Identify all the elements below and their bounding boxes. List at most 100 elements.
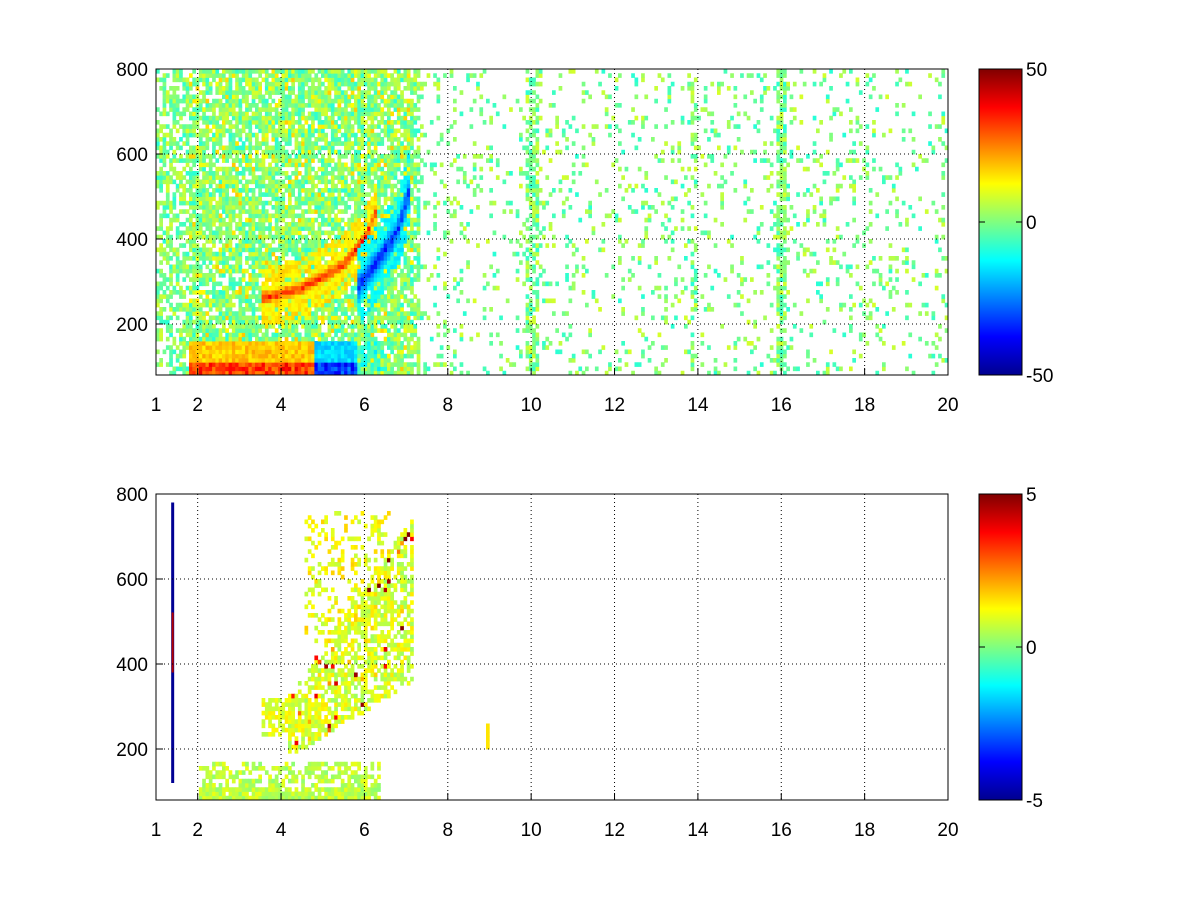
heatmap-cell (301, 141, 305, 146)
heatmap-cell (297, 98, 302, 104)
heatmap-cell (354, 141, 358, 146)
heatmap-cell (400, 183, 404, 189)
heatmap-cell (423, 200, 427, 206)
heatmap-cell (195, 149, 200, 155)
heatmap-cell (192, 247, 196, 253)
heatmap-cell (179, 158, 183, 163)
heatmap-cell (248, 107, 253, 112)
heatmap-cell (228, 145, 233, 151)
heatmap-cell (258, 111, 262, 117)
heatmap-cell (304, 315, 309, 321)
heatmap-cell (218, 137, 223, 142)
heatmap-cell (519, 349, 523, 355)
heatmap-cell (410, 243, 414, 248)
heatmap-cell (228, 273, 233, 278)
heatmap-cell (218, 200, 223, 206)
heatmap-cell (225, 243, 229, 248)
heatmap-cell (268, 188, 272, 193)
heatmap-cell (360, 332, 365, 338)
heatmap-cell (231, 73, 236, 78)
heatmap-cell (291, 345, 295, 350)
heatmap-cell (314, 349, 319, 355)
heatmap-cell (443, 230, 447, 236)
heatmap-cell (304, 175, 309, 180)
heatmap-cell (307, 298, 312, 304)
heatmap-cell (235, 370, 239, 375)
heatmap-cell (205, 154, 210, 159)
heatmap-cell (367, 260, 371, 265)
heatmap-cell (406, 69, 411, 74)
heatmap-cell (175, 213, 180, 219)
heatmap-cell (228, 239, 233, 244)
heatmap-cell (301, 247, 305, 253)
heatmap-cell (406, 217, 411, 223)
heatmap-cell (189, 73, 193, 78)
heatmap-cell (169, 353, 173, 359)
heatmap-cell (208, 307, 213, 312)
heatmap-cell (301, 222, 305, 227)
heatmap-cell (208, 362, 213, 367)
heatmap-cell (205, 69, 210, 74)
heatmap-cell (380, 128, 385, 134)
heatmap-cell (324, 69, 328, 74)
heatmap-cell (390, 145, 394, 151)
heatmap-cell (251, 90, 256, 95)
heatmap-cell (231, 132, 236, 138)
heatmap-cell (264, 264, 269, 270)
heatmap-cell (255, 362, 259, 367)
heatmap-cell (370, 149, 375, 155)
heatmap-cell (172, 213, 177, 219)
heatmap-cell (251, 230, 256, 236)
heatmap-cell (337, 154, 342, 159)
heatmap-cell (294, 162, 299, 168)
heatmap-cell (396, 137, 401, 142)
heatmap-cell (288, 319, 292, 325)
heatmap-cell (311, 175, 315, 180)
heatmap-cell (208, 90, 213, 95)
heatmap-cell (528, 188, 533, 193)
heatmap-cell (245, 294, 249, 299)
heatmap-cell (406, 298, 411, 304)
heatmap-cell (205, 222, 210, 227)
heatmap-cell (337, 73, 342, 78)
heatmap-cell (304, 94, 309, 100)
heatmap-cell (255, 336, 259, 342)
heatmap-cell (354, 188, 358, 193)
heatmap-cell (162, 171, 167, 176)
heatmap-cell (278, 324, 282, 329)
heatmap-cell (215, 137, 220, 142)
heatmap-cell (344, 128, 348, 134)
heatmap-cell (370, 264, 375, 270)
heatmap-cell (278, 154, 282, 159)
heatmap-cell (317, 81, 322, 87)
heatmap-cell (288, 69, 292, 74)
heatmap-cell (271, 128, 276, 134)
heatmap-cell (311, 103, 315, 108)
heatmap-cell (354, 370, 358, 375)
heatmap-cell (330, 230, 335, 236)
heatmap-cell (515, 277, 520, 282)
heatmap-cell (459, 324, 464, 329)
heatmap-cell (202, 328, 206, 333)
heatmap-cell (255, 154, 259, 159)
heatmap-cell (222, 196, 226, 202)
heatmap-cell (198, 290, 203, 295)
heatmap-cell (334, 307, 338, 312)
heatmap-cell (185, 370, 190, 375)
heatmap-cell (156, 336, 160, 342)
heatmap-cell (297, 311, 302, 316)
heatmap-cell (278, 370, 282, 375)
heatmap-cell (367, 222, 371, 227)
heatmap-cell (245, 158, 249, 163)
heatmap-cell (476, 183, 480, 189)
heatmap-cell (169, 349, 173, 355)
heatmap-cell (337, 239, 342, 244)
heatmap-cell (311, 90, 315, 95)
heatmap-cell (248, 332, 253, 338)
heatmap-cell (192, 285, 196, 291)
heatmap-cell (241, 273, 246, 278)
heatmap-cell (354, 200, 358, 206)
heatmap-cell (453, 158, 457, 163)
heatmap-cell (406, 268, 411, 274)
heatmap-cell (291, 132, 295, 138)
